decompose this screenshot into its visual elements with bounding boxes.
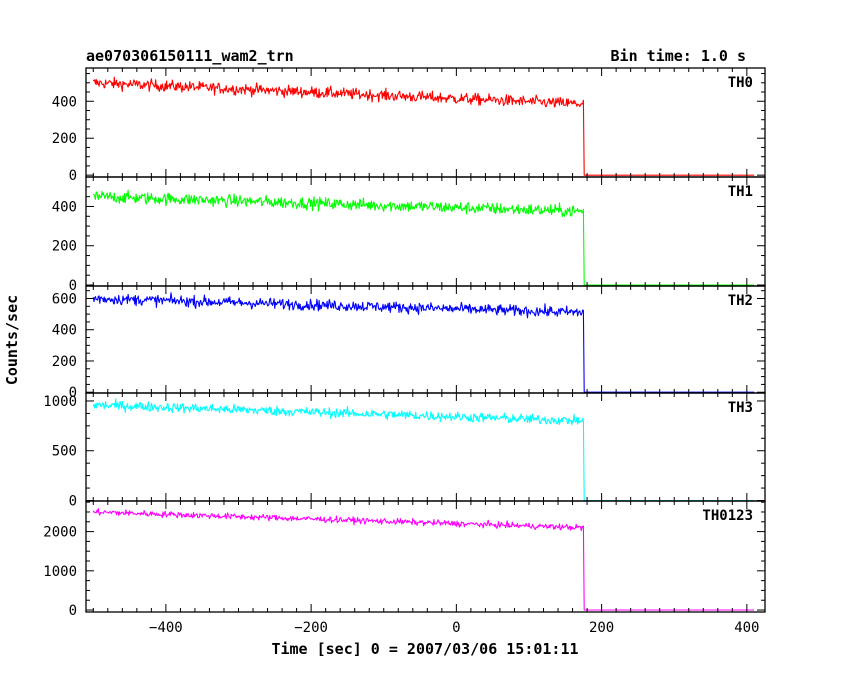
panel-frame: [85, 392, 766, 502]
series-line-th3: [92, 398, 755, 502]
y-tick-label: 0: [69, 494, 77, 510]
y-tick-label: 0: [69, 385, 77, 401]
y-axis-title: Counts/sec: [3, 295, 21, 385]
y-tick-label: 1000: [43, 394, 77, 410]
series-line-th0123: [92, 508, 755, 611]
panel-label: TH0: [728, 75, 753, 91]
panel-th3: 0 500 1000 TH3: [43, 392, 766, 510]
panel-th2: 0 200 400 600 TH2: [52, 285, 766, 401]
panel-frame: [85, 176, 766, 287]
series-line-th2: [92, 292, 755, 393]
x-tick-label: −400: [149, 620, 183, 636]
panel-th0123: 0 1000 2000 TH0123: [43, 500, 766, 619]
panel-label: TH0123: [702, 508, 753, 524]
y-tick-label: 0: [69, 603, 77, 619]
panel-frame: [85, 67, 766, 178]
panel-label: TH1: [728, 184, 753, 200]
panel-th0: 0 200 400 TH0: [52, 67, 766, 184]
panel-label: TH2: [728, 293, 753, 309]
panels-group: 0 200 400 TH0 0 200 400 TH1 0 200 400 600 TH2 0 500 100…: [43, 67, 766, 636]
panel-th1: 0 200 400 TH1: [52, 176, 766, 294]
y-tick-label: 400: [52, 94, 77, 110]
panel-frame: [85, 500, 766, 613]
x-tick-label: 0: [452, 620, 460, 636]
y-tick-label: 600: [52, 291, 77, 307]
y-tick-label: 2000: [43, 525, 77, 541]
x-tick-label: 400: [734, 620, 759, 636]
panel-label: TH3: [728, 400, 753, 416]
y-tick-label: 400: [52, 323, 77, 339]
series-line-th0: [92, 76, 755, 176]
y-tick-label: 400: [52, 199, 77, 215]
x-tick-label: 200: [589, 620, 614, 636]
series-line-th1: [93, 189, 755, 286]
y-tick-label: 200: [52, 239, 77, 255]
y-tick-label: 1000: [43, 564, 77, 580]
y-tick-label: 500: [52, 444, 77, 460]
x-axis-title: Time [sec] 0 = 2007/03/06 15:01:11: [271, 640, 578, 658]
y-tick-label: 0: [69, 168, 77, 184]
x-tick-label: −200: [294, 620, 328, 636]
y-tick-label: 0: [69, 278, 77, 294]
chart-title: ae070306150111_wam2_trn: [86, 47, 294, 65]
y-tick-label: 200: [52, 354, 77, 370]
y-tick-label: 200: [52, 131, 77, 147]
bin-time-label: Bin time: 1.0 s: [611, 47, 746, 65]
